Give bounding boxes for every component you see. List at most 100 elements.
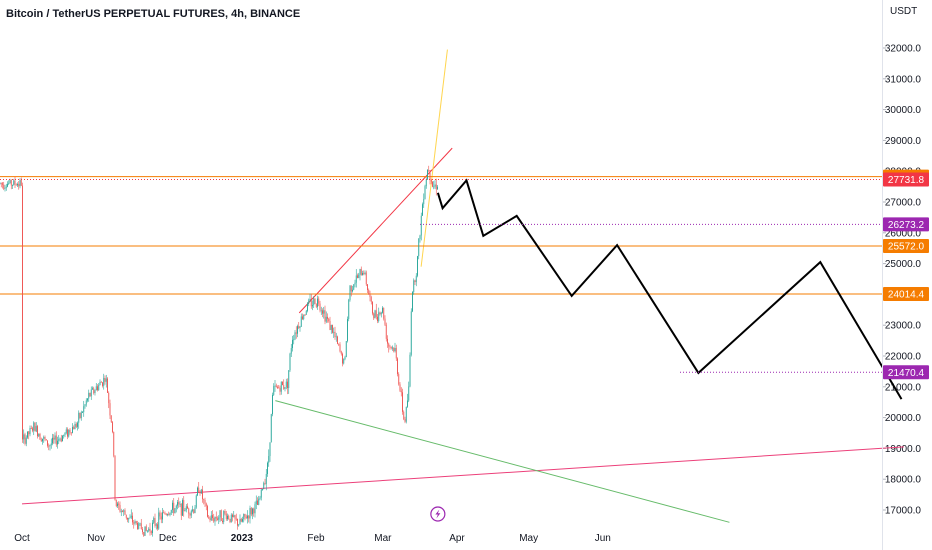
candle-body	[75, 423, 77, 427]
candle-body	[110, 415, 112, 423]
candle-body	[244, 513, 246, 517]
candle-body	[62, 435, 63, 442]
candle-body	[217, 518, 218, 520]
price-axis-label-box	[883, 217, 929, 232]
candle-body	[284, 387, 286, 389]
candle-body	[152, 522, 153, 534]
candle-body	[288, 370, 290, 388]
candle-body	[427, 169, 428, 180]
y-tick-label: 21000.0	[885, 382, 922, 393]
candle-body	[14, 180, 16, 185]
candle-body	[63, 434, 65, 436]
candle-body	[134, 521, 136, 524]
candle-body	[140, 523, 142, 530]
y-tick-label: 19000.0	[885, 444, 922, 455]
candle-body	[315, 303, 317, 307]
candle-body	[337, 336, 338, 344]
candle-body	[385, 324, 387, 339]
candle-body	[28, 431, 30, 435]
candle-body	[430, 179, 432, 182]
candle-body	[44, 437, 46, 440]
candle-body	[369, 294, 371, 298]
candle-body	[215, 516, 217, 519]
candle-body	[353, 284, 355, 290]
trend-line	[21, 446, 904, 505]
candle-body	[34, 422, 36, 432]
candle-body	[54, 435, 56, 440]
candle-body	[240, 518, 242, 522]
candle-body	[155, 524, 157, 526]
candle-body	[149, 528, 151, 532]
candle-body	[273, 386, 275, 395]
candle-body	[214, 516, 216, 522]
candle-body	[119, 505, 121, 512]
candle-body	[229, 518, 231, 523]
candle-body	[425, 179, 427, 187]
candle-body	[139, 523, 141, 525]
candle-body	[59, 438, 61, 440]
candle-body	[205, 503, 207, 507]
candle-body	[135, 521, 137, 523]
candle-body	[225, 513, 227, 520]
price-axis-label: 24014.4	[888, 289, 925, 300]
candle-body	[164, 513, 166, 515]
candle-body	[232, 514, 233, 517]
candle-body	[10, 180, 12, 186]
candle-body	[82, 412, 83, 413]
price-axis-label-box	[883, 365, 929, 380]
candle-body	[388, 343, 390, 347]
candle-body	[89, 392, 91, 397]
y-tick-label: 20000.0	[885, 413, 922, 424]
candle-body	[160, 516, 162, 520]
candle-body	[377, 316, 378, 322]
candle-body	[420, 215, 422, 236]
candle-body	[332, 324, 333, 333]
candle-body	[193, 509, 195, 514]
candle-body	[125, 514, 127, 518]
candle-body	[162, 512, 163, 520]
candle-body	[173, 502, 175, 514]
candle-body	[334, 331, 336, 337]
candle-body	[257, 500, 258, 505]
candle-body	[305, 310, 307, 315]
candle-body	[387, 338, 388, 344]
candle-body	[212, 515, 213, 519]
candle-body	[7, 183, 8, 187]
candle-body	[143, 532, 145, 536]
candle-body	[189, 513, 191, 516]
price-axis-label: 21470.4	[888, 368, 925, 379]
candle-body	[319, 303, 321, 311]
candle-body	[129, 517, 131, 519]
candle-body	[78, 412, 80, 423]
candle-body	[147, 530, 148, 532]
candle-body	[304, 314, 306, 316]
candle-body	[419, 235, 421, 239]
price-axis-label: 27731.8	[888, 175, 925, 186]
price-axis-label: 25572.0	[888, 241, 925, 252]
candle-body	[132, 515, 133, 523]
candle-body	[128, 517, 130, 520]
candle-body	[312, 305, 313, 307]
y-tick-label: 30000.0	[885, 105, 922, 116]
candle-body	[187, 506, 188, 509]
candle-body	[94, 390, 96, 394]
candle-body	[177, 502, 178, 506]
candle-body	[398, 374, 400, 385]
trend-line	[298, 147, 453, 314]
candle-body	[133, 522, 135, 524]
candle-body	[40, 439, 42, 442]
candle-body	[269, 442, 271, 457]
candle-body	[394, 347, 396, 352]
candle-body	[144, 526, 146, 536]
y-tick-label: 29000.0	[885, 136, 922, 147]
trend-line	[275, 400, 730, 523]
y-tick-label: 27000.0	[885, 198, 922, 209]
candle-body	[24, 434, 26, 444]
candle-body	[389, 346, 391, 348]
candle-body	[38, 433, 40, 437]
candle-body	[49, 445, 51, 447]
candle-body	[318, 298, 320, 304]
candle-body	[117, 503, 118, 507]
candle-body	[178, 502, 180, 505]
